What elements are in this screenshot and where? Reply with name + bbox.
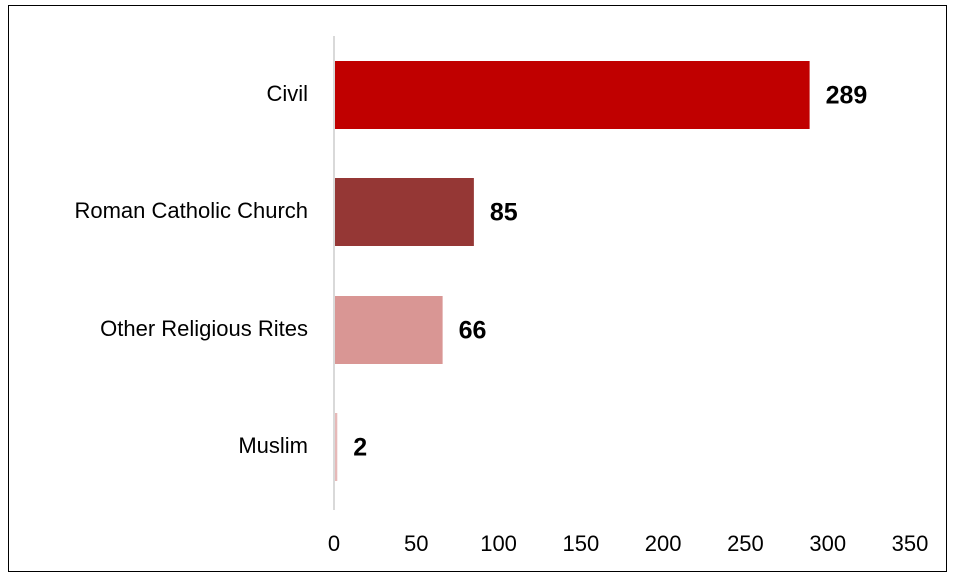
x-tick-label-50: 50 [404, 531, 428, 556]
x-tick-label-250: 250 [727, 531, 764, 556]
x-tick-label-100: 100 [480, 531, 517, 556]
bars-layer [334, 61, 810, 481]
data-labels: 289 85 66 2 [353, 82, 867, 462]
category-labels: Civil Roman Catholic Church Other Religiou… [74, 81, 308, 458]
category-label-roman-catholic-church: Roman Catholic Church [74, 198, 308, 223]
x-tick-label-0: 0 [328, 531, 340, 556]
category-label-other-religious-rites: Other Religious Rites [100, 316, 308, 341]
bar-muslim [334, 413, 338, 481]
data-label-other-religious-rites: 66 [459, 317, 487, 345]
bar-roman-catholic-church [334, 178, 474, 246]
x-tick-label-200: 200 [645, 531, 682, 556]
bar-civil [334, 61, 810, 129]
x-tick-label-300: 300 [809, 531, 846, 556]
x-tick-labels: 0 50 100 150 200 250 300 350 [328, 531, 928, 556]
bar-other-religious-rites [334, 296, 443, 364]
data-label-muslim: 2 [353, 434, 367, 462]
category-label-muslim: Muslim [238, 433, 308, 458]
x-tick-label-150: 150 [562, 531, 599, 556]
x-tick-label-350: 350 [892, 531, 929, 556]
data-label-roman-catholic-church: 85 [490, 199, 518, 227]
data-label-civil: 289 [826, 82, 868, 110]
category-label-civil: Civil [266, 81, 308, 106]
